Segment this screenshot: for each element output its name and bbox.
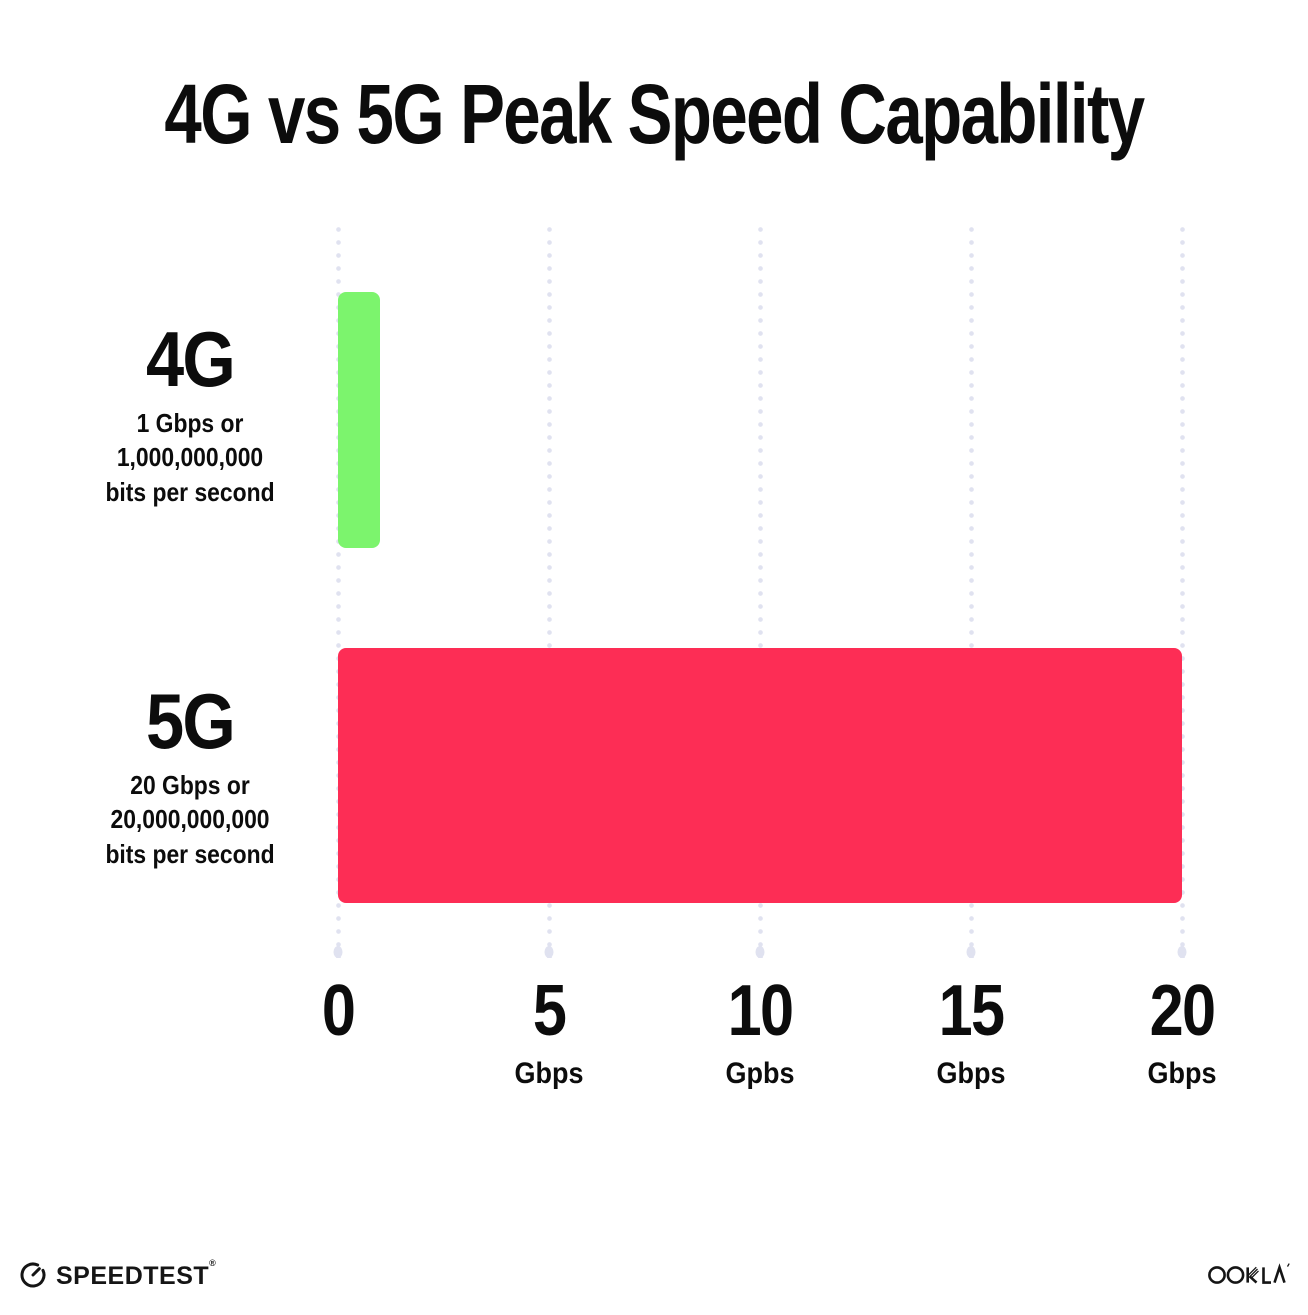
x-axis-ticks: 0 5 Gbps 10 Gpbs 15 Gbps 20 Gbps: [322, 975, 1217, 1115]
category-title-4g: 4G: [145, 315, 236, 403]
plot-area: [335, 220, 1185, 958]
speedtest-wordmark: SPEEDTEST®: [56, 1258, 217, 1290]
sublabel-line: 20 Gbps or: [130, 770, 250, 800]
category-title-5g: 5G: [145, 677, 236, 765]
gridline: [1179, 220, 1185, 958]
x-tick-value: 10: [727, 971, 794, 1051]
sublabel-line: 1,000,000,000: [116, 442, 264, 473]
speedtest-logo: SPEEDTEST®: [18, 1258, 216, 1291]
x-tick-5: 5 Gbps: [511, 975, 588, 1091]
bar-4g: [338, 292, 381, 548]
x-tick-10: 10 Gpbs: [722, 975, 799, 1091]
gridline: [546, 220, 552, 958]
sublabel-line: 20,000,000,000: [110, 804, 270, 835]
x-tick-0: 0: [319, 975, 357, 1047]
gridline: [757, 220, 763, 958]
category-sublabel-4g: 1 Gbps or 1,000,000,000 bits per second: [54, 406, 327, 509]
x-tick-unit: Gbps: [514, 1057, 584, 1090]
x-tick-value: 5: [532, 971, 567, 1051]
x-tick-value: 0: [321, 971, 356, 1051]
x-tick-value: 15: [938, 971, 1005, 1051]
category-sublabel-5g: 20 Gbps or 20,000,000,000 bits per secon…: [54, 768, 327, 871]
x-tick-unit: Gpbs: [725, 1057, 795, 1090]
x-tick-unit: Gbps: [936, 1057, 1006, 1090]
sublabel-line: bits per second: [105, 838, 275, 869]
x-tick-15: 15 Gbps: [933, 975, 1010, 1091]
chart-title: 4G vs 5G Peak Speed Capability: [164, 67, 1145, 162]
category-label-4g: 4G 1 Gbps or 1,000,000,000 bits per seco…: [35, 320, 345, 509]
sublabel-line: 1 Gbps or: [136, 408, 244, 438]
speedtest-gauge-icon: [20, 1262, 46, 1287]
x-tick-20: 20 Gbps: [1144, 975, 1221, 1091]
x-tick-value: 20: [1149, 971, 1216, 1051]
category-label-5g: 5G 20 Gbps or 20,000,000,000 bits per se…: [35, 682, 345, 871]
bar-5g: [338, 648, 1182, 903]
gridline: [335, 220, 341, 958]
ookla-wordmark: [1208, 1263, 1290, 1284]
ookla-logo: [1208, 1258, 1294, 1293]
x-tick-unit: Gbps: [1147, 1057, 1217, 1090]
sublabel-line: bits per second: [105, 476, 275, 507]
trademark-symbol: ®: [209, 1258, 217, 1268]
gridline: [968, 220, 974, 958]
